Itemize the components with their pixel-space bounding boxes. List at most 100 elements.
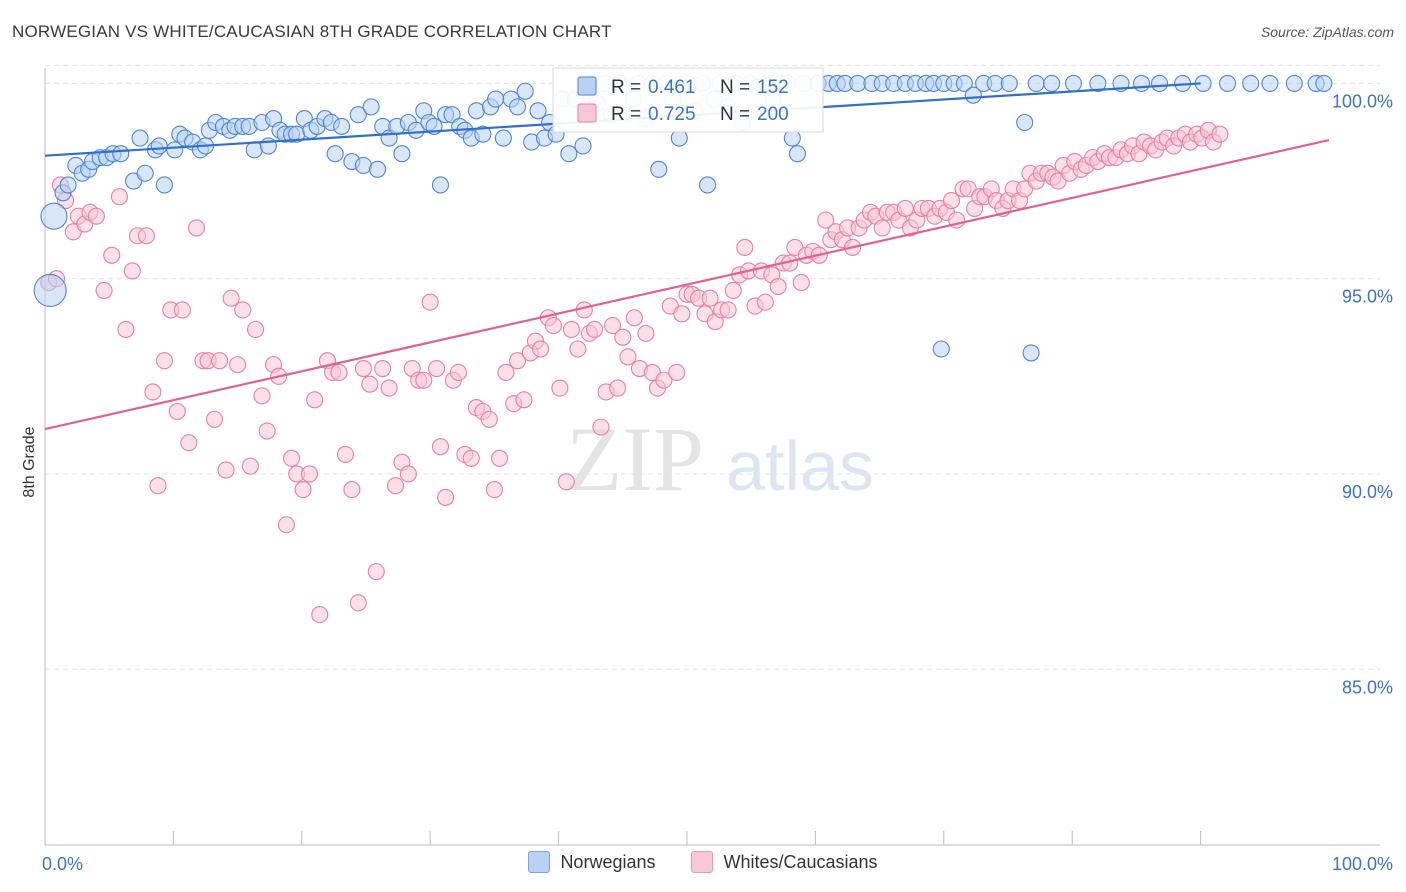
y-axis-label: 8th Grade bbox=[21, 426, 38, 497]
whites-point bbox=[724, 281, 742, 299]
whites-point bbox=[603, 317, 622, 335]
series-whites-caucasians bbox=[40, 121, 1229, 624]
whites-point bbox=[336, 445, 355, 464]
legend-box-r-value: 0.725 bbox=[648, 104, 696, 125]
norwegians-point bbox=[33, 273, 67, 307]
whites-point bbox=[282, 449, 301, 467]
norwegians-point bbox=[1242, 74, 1260, 92]
whites-point bbox=[625, 309, 643, 327]
whites-point bbox=[515, 391, 533, 409]
whites-point bbox=[719, 301, 737, 319]
whites-point bbox=[701, 289, 719, 307]
whites-point bbox=[386, 477, 405, 495]
legend-swatch-blue bbox=[528, 851, 551, 873]
source-label: Source: ZipAtlas.com bbox=[1260, 24, 1394, 40]
norwegians-point bbox=[1064, 74, 1083, 92]
whites-point bbox=[117, 320, 135, 339]
whites-point bbox=[668, 363, 686, 381]
whites-point bbox=[87, 207, 105, 225]
legend-box-n-value: 152 bbox=[757, 77, 789, 98]
norwegians-point bbox=[932, 340, 950, 358]
norwegians-point bbox=[467, 102, 485, 120]
whites-point bbox=[586, 320, 604, 339]
whites-point bbox=[592, 418, 610, 436]
whites-point bbox=[277, 516, 295, 534]
whites-point bbox=[736, 238, 754, 257]
whites-point bbox=[361, 375, 379, 393]
norwegians-point bbox=[574, 137, 592, 155]
norwegians-point bbox=[1027, 74, 1045, 92]
whites-point bbox=[817, 211, 835, 229]
whites-point bbox=[873, 219, 891, 237]
legend-label-whites: Whites/Caucasians bbox=[723, 851, 878, 872]
whites-point bbox=[428, 359, 446, 378]
whites-point bbox=[343, 481, 361, 499]
whites-point bbox=[180, 434, 198, 452]
norwegians-point bbox=[1000, 74, 1018, 92]
legend-swatch-pink bbox=[691, 851, 714, 873]
whites-point bbox=[557, 473, 575, 491]
whites-point bbox=[619, 348, 637, 366]
x-tick-label-end: 100.0% bbox=[1332, 854, 1393, 874]
whites-point bbox=[431, 438, 450, 456]
whites-point bbox=[485, 481, 503, 499]
norwegians-point bbox=[354, 156, 372, 174]
whites-point bbox=[168, 402, 186, 421]
norwegians-point bbox=[487, 90, 505, 108]
norwegians-point bbox=[131, 129, 149, 147]
whites-point bbox=[258, 422, 276, 440]
x-tick-label-start: 0.0% bbox=[42, 854, 83, 874]
y-tick-label: 90.0% bbox=[1342, 482, 1393, 502]
norwegians-point bbox=[166, 141, 184, 159]
legend-box-swatch bbox=[577, 103, 597, 123]
whites-point bbox=[330, 363, 348, 381]
legend-box-n-label: N = bbox=[720, 104, 750, 125]
whites-point bbox=[149, 477, 167, 495]
correlation-legend: R = 0.461 N = 152 R = 0.725 N = 200 bbox=[552, 67, 824, 133]
whites-point bbox=[942, 192, 961, 210]
norwegians-point bbox=[494, 129, 512, 147]
whites-point bbox=[205, 410, 224, 428]
norwegians-point bbox=[1219, 74, 1237, 92]
norwegians-point bbox=[136, 164, 154, 182]
norwegians-point bbox=[150, 137, 168, 155]
legend-box-swatch bbox=[577, 76, 597, 96]
trend-line-whites bbox=[44, 138, 1330, 431]
whites-point bbox=[415, 371, 433, 389]
norwegians-point bbox=[407, 121, 425, 139]
whites-point bbox=[380, 379, 398, 397]
norwegians-point bbox=[964, 86, 982, 104]
legend-label-norwegians: Norwegians bbox=[560, 851, 656, 872]
legend-box-frame bbox=[552, 67, 824, 133]
whites-point bbox=[217, 461, 235, 479]
whites-point bbox=[144, 383, 162, 401]
legend-box-n-label: N = bbox=[720, 77, 750, 98]
whites-point bbox=[374, 359, 392, 378]
whites-point bbox=[110, 188, 129, 206]
whites-point bbox=[562, 320, 580, 339]
norwegians-point bbox=[516, 82, 534, 100]
norwegians-point bbox=[112, 145, 130, 163]
whites-point bbox=[247, 320, 265, 339]
whites-point bbox=[187, 219, 206, 237]
watermark-zip: ZIP bbox=[566, 408, 704, 510]
whites-point bbox=[614, 328, 632, 346]
norwegians-point bbox=[560, 145, 578, 163]
whites-point bbox=[421, 293, 439, 311]
whites-point bbox=[544, 317, 563, 335]
norwegians-point bbox=[362, 98, 380, 116]
whites-point bbox=[155, 352, 173, 370]
norwegians-point bbox=[529, 102, 547, 120]
watermark-atlas: atlas bbox=[726, 427, 874, 505]
whites-point bbox=[399, 465, 417, 483]
norwegians-point bbox=[1315, 74, 1333, 92]
whites-point bbox=[896, 199, 914, 217]
norwegians-point bbox=[474, 125, 492, 143]
norwegians-point bbox=[508, 98, 527, 116]
whites-point bbox=[551, 379, 569, 397]
y-tick-label: 95.0% bbox=[1342, 287, 1393, 307]
whites-point bbox=[253, 387, 271, 405]
whites-point bbox=[637, 324, 655, 342]
watermark: ZIP atlas bbox=[566, 408, 874, 510]
norwegians-point bbox=[431, 176, 450, 194]
